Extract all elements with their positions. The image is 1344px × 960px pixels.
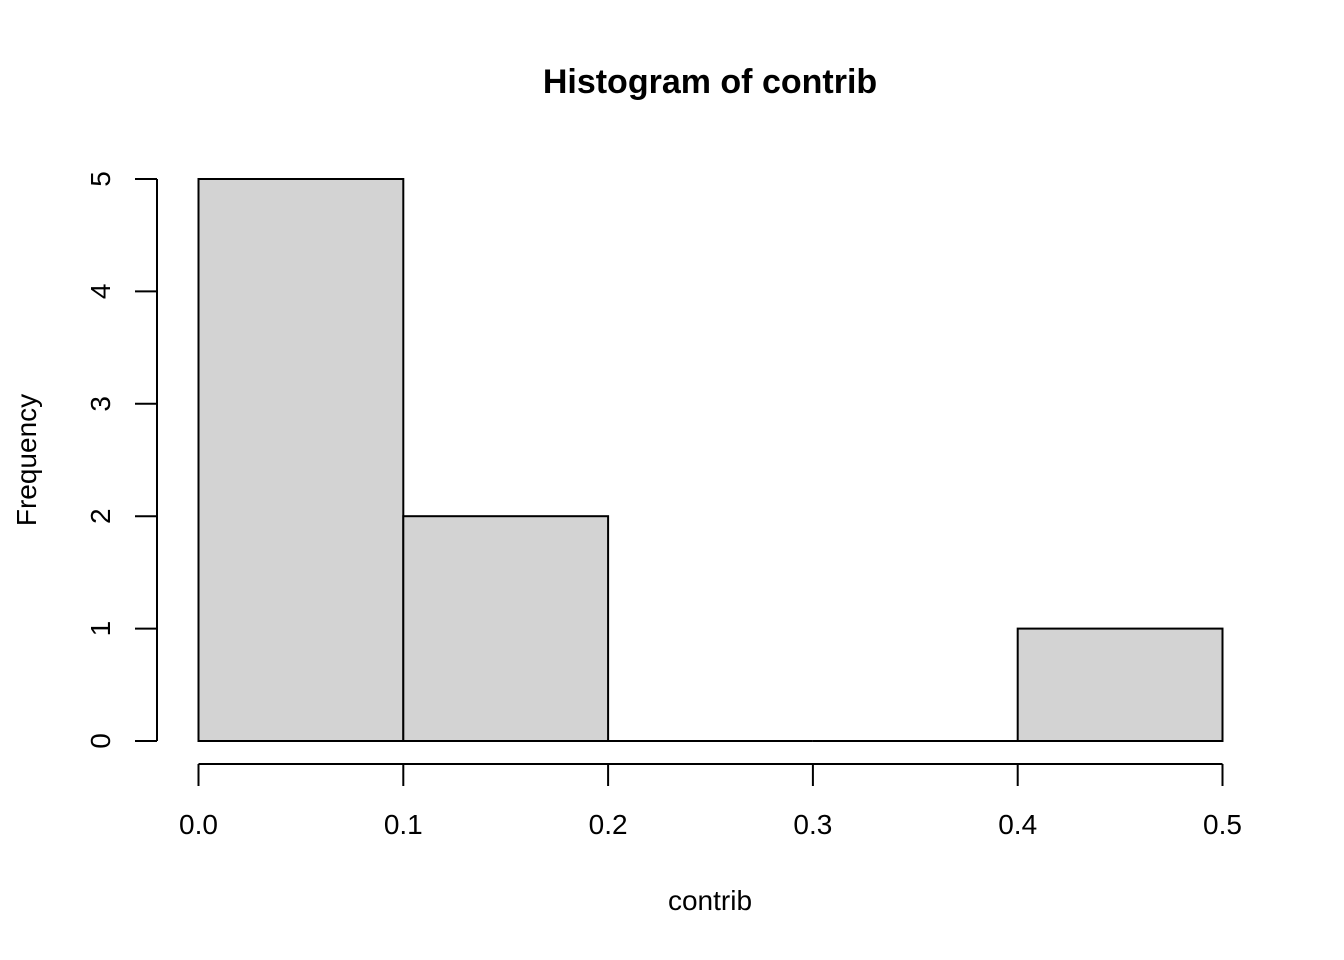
x-tick-label: 0.5 bbox=[1203, 809, 1242, 840]
y-tick-label: 0 bbox=[85, 733, 116, 749]
x-axis: 0.0 0.1 0.2 0.3 0.4 0.5 bbox=[179, 763, 1242, 840]
y-tick-label: 1 bbox=[85, 621, 116, 637]
x-axis-title: contrib bbox=[668, 885, 752, 916]
histogram-bar bbox=[1016, 627, 1224, 742]
y-axis-title: Frequency bbox=[11, 394, 42, 526]
y-tick-label: 5 bbox=[85, 171, 116, 187]
x-tick-label: 0.2 bbox=[589, 809, 628, 840]
chart-title: Histogram of contrib bbox=[543, 63, 877, 101]
y-tick-label: 3 bbox=[85, 396, 116, 412]
y-tick-label: 2 bbox=[85, 508, 116, 524]
x-tick-label: 0.0 bbox=[179, 809, 218, 840]
bars-group bbox=[197, 178, 1224, 743]
y-tick-label: 4 bbox=[85, 284, 116, 300]
x-tick-label: 0.3 bbox=[793, 809, 832, 840]
y-axis: 0 1 2 3 4 5 bbox=[85, 171, 158, 749]
x-tick-label: 0.4 bbox=[998, 809, 1037, 840]
histogram-bar bbox=[197, 178, 405, 742]
histogram-bar bbox=[402, 515, 610, 743]
x-tick-label: 0.1 bbox=[384, 809, 423, 840]
